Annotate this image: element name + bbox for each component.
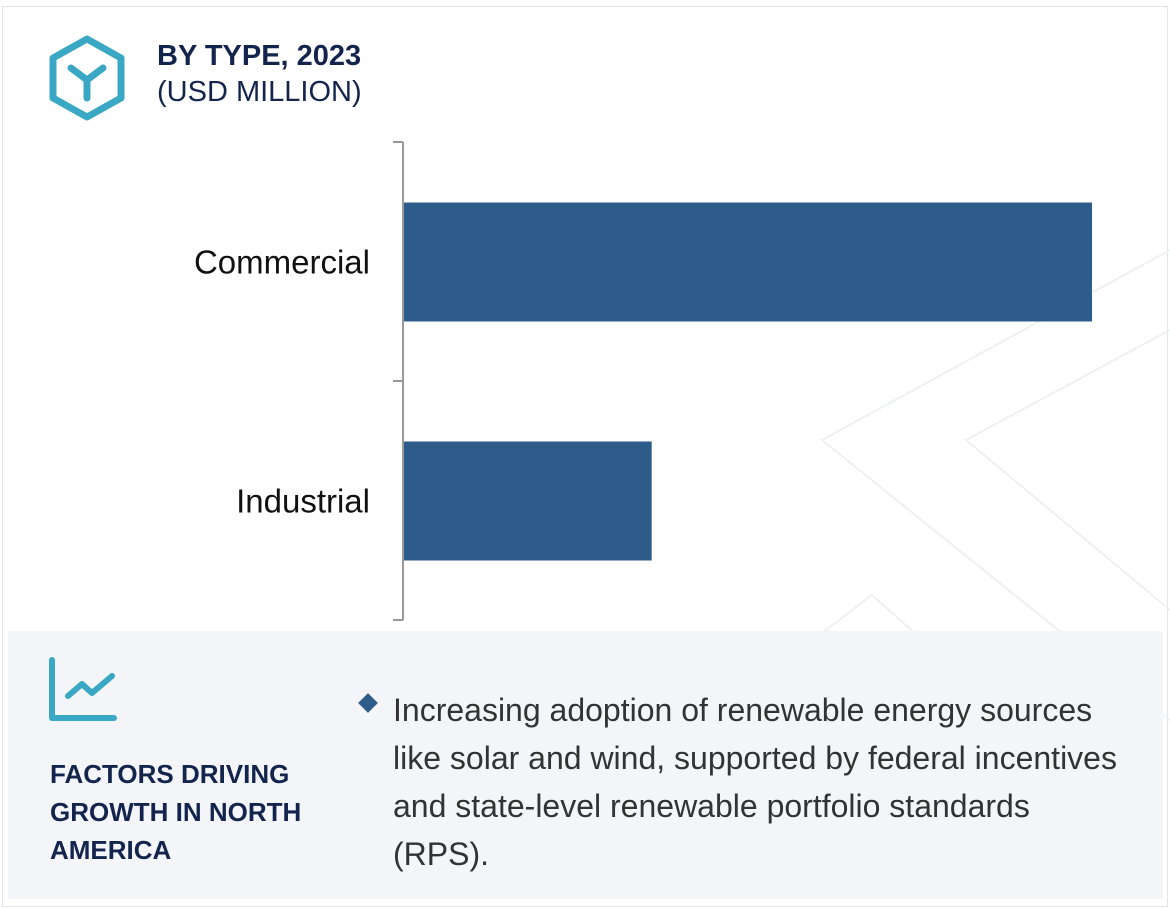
- category-label: Commercial: [194, 244, 370, 281]
- factor-bullet-text: Increasing adoption of renewable energy …: [393, 692, 1117, 872]
- line-chart-icon: [49, 657, 117, 721]
- category-label: Industrial: [236, 483, 370, 520]
- category-axis: Commercial Industrial: [194, 141, 404, 621]
- hexagon-y-icon: [49, 35, 125, 121]
- chart-subtitle: (USD MILLION): [157, 76, 362, 108]
- bar-chart: Commercial Industrial: [194, 141, 1092, 621]
- factors-title: FACTORS DRIVING GROWTH IN NORTH AMERICA: [50, 759, 302, 865]
- factors-panel: [8, 631, 1163, 899]
- chart-title: BY TYPE, 2023: [157, 40, 362, 72]
- bar-industrial: [404, 441, 652, 561]
- bar-commercial: [404, 202, 1092, 322]
